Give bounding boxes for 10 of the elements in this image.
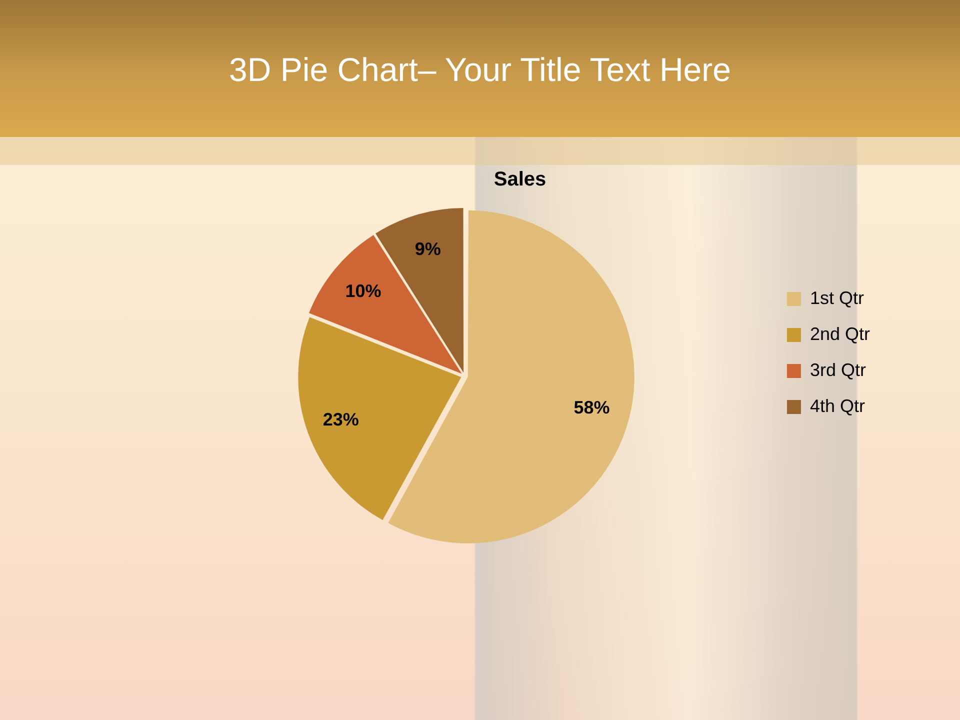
data-label: 10% (345, 281, 382, 302)
legend-label: 2nd Qtr (810, 324, 870, 344)
data-label: 23% (322, 409, 359, 430)
data-label: 9% (414, 238, 441, 259)
legend-label: 3rd Qtr (810, 360, 866, 380)
legend-label: 1st Qtr (810, 288, 864, 308)
chart-subtitle: Sales (494, 168, 546, 191)
legend-label: 4th Qtr (810, 396, 865, 416)
chart-title: 3D Pie Chart– Your Title Text Here (228, 50, 732, 90)
data-label: 58% (574, 398, 610, 418)
